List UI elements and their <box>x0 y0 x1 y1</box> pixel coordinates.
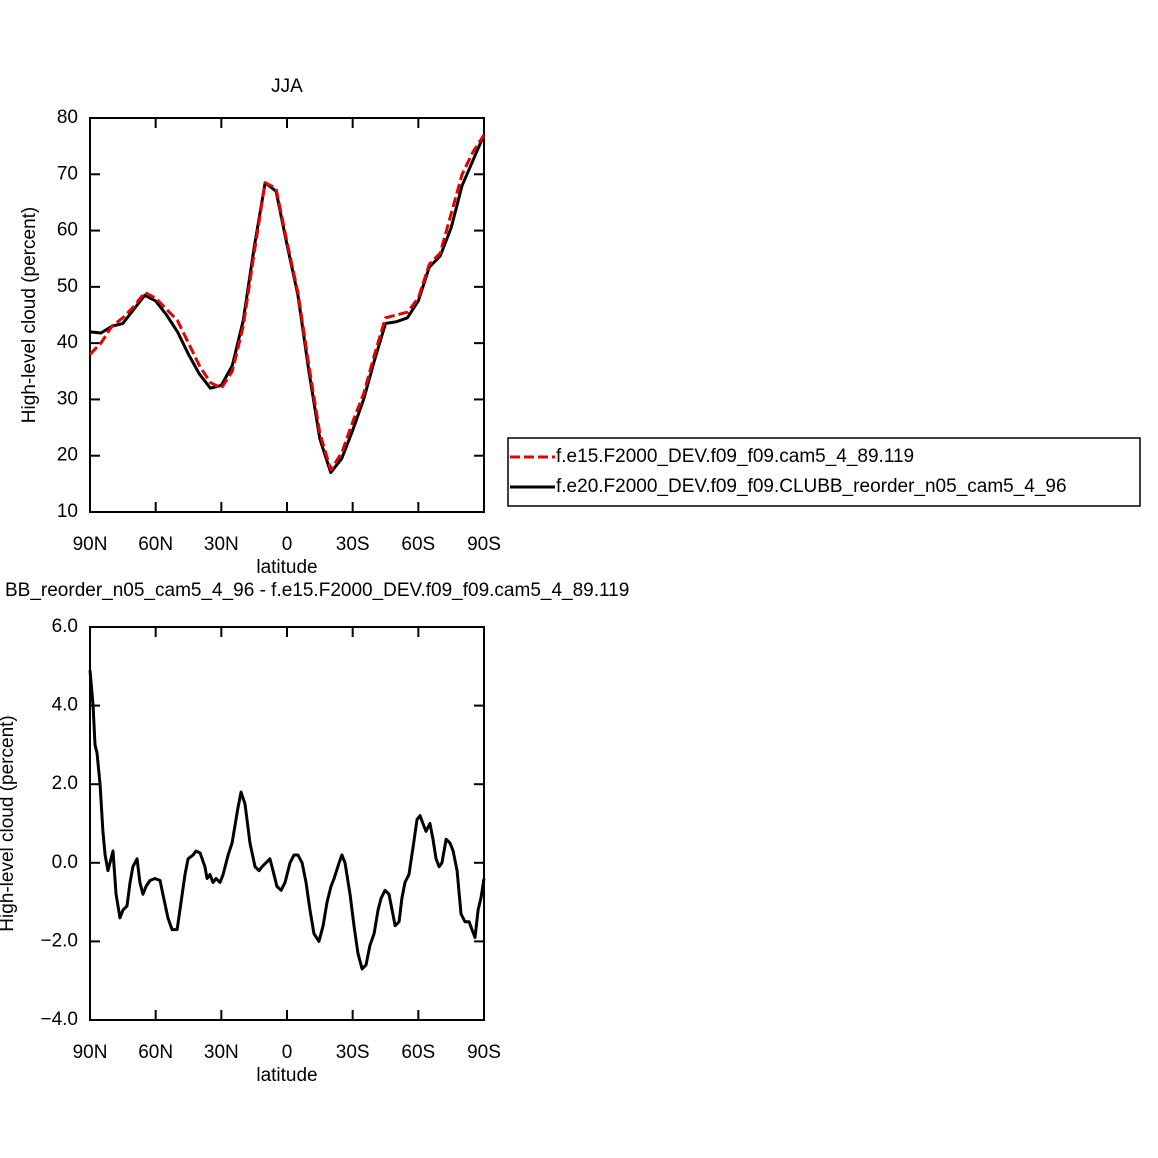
y-tick-label: 0.0 <box>52 852 78 873</box>
data-line <box>88 670 486 971</box>
y-axis-label: High-level cloud (percent) <box>19 207 40 424</box>
data-line <box>89 134 486 475</box>
y-tick-label: −2.0 <box>40 930 78 951</box>
x-tick-label: 30N <box>204 1042 239 1063</box>
legend-label: f.e15.F2000_DEV.f09_f09.cam5_4_89.119 <box>556 446 914 467</box>
legend-box <box>507 437 1141 507</box>
x-tick-label: 90N <box>73 1042 108 1063</box>
x-tick-label: 60S <box>401 534 435 555</box>
x-tick-label: 90S <box>467 534 501 555</box>
x-tick-label: 60N <box>138 1042 173 1063</box>
x-tick-label: 0 <box>282 1042 293 1063</box>
x-tick-label: 90N <box>73 534 108 555</box>
y-tick-label: 70 <box>57 163 78 184</box>
x-tick-label: 60S <box>401 1042 435 1063</box>
y-tick-label: 6.0 <box>52 616 78 637</box>
plot-frame <box>89 117 485 513</box>
plot-frame <box>89 626 485 1021</box>
x-tick-label: 30N <box>204 534 239 555</box>
y-tick-label: 2.0 <box>52 773 78 794</box>
y-tick-label: −4.0 <box>40 1009 78 1030</box>
y-axis-label: High-level cloud (percent) <box>0 715 18 932</box>
chart-title: BB_reorder_n05_cam5_4_96 - f.e15.F2000_D… <box>5 580 629 601</box>
x-tick-label: 0 <box>282 534 293 555</box>
x-tick-label: 30S <box>336 534 370 555</box>
y-tick-label: 10 <box>57 501 78 522</box>
chart-title: JJA <box>271 76 303 97</box>
x-axis-label: latitude <box>256 557 317 578</box>
x-tick-label: 60N <box>138 534 173 555</box>
x-tick-label: 30S <box>336 1042 370 1063</box>
y-tick-label: 20 <box>57 445 78 466</box>
legend-label: f.e20.F2000_DEV.f09_f09.CLUBB_reorder_n0… <box>556 476 1067 497</box>
y-tick-label: 30 <box>57 388 78 409</box>
y-tick-label: 40 <box>57 332 78 353</box>
y-tick-label: 80 <box>57 107 78 128</box>
y-tick-label: 50 <box>57 276 78 297</box>
x-tick-label: 90S <box>467 1042 501 1063</box>
data-line <box>88 134 486 472</box>
y-tick-label: 4.0 <box>52 695 78 716</box>
y-tick-label: 60 <box>57 220 78 241</box>
x-axis-label: latitude <box>256 1065 317 1086</box>
